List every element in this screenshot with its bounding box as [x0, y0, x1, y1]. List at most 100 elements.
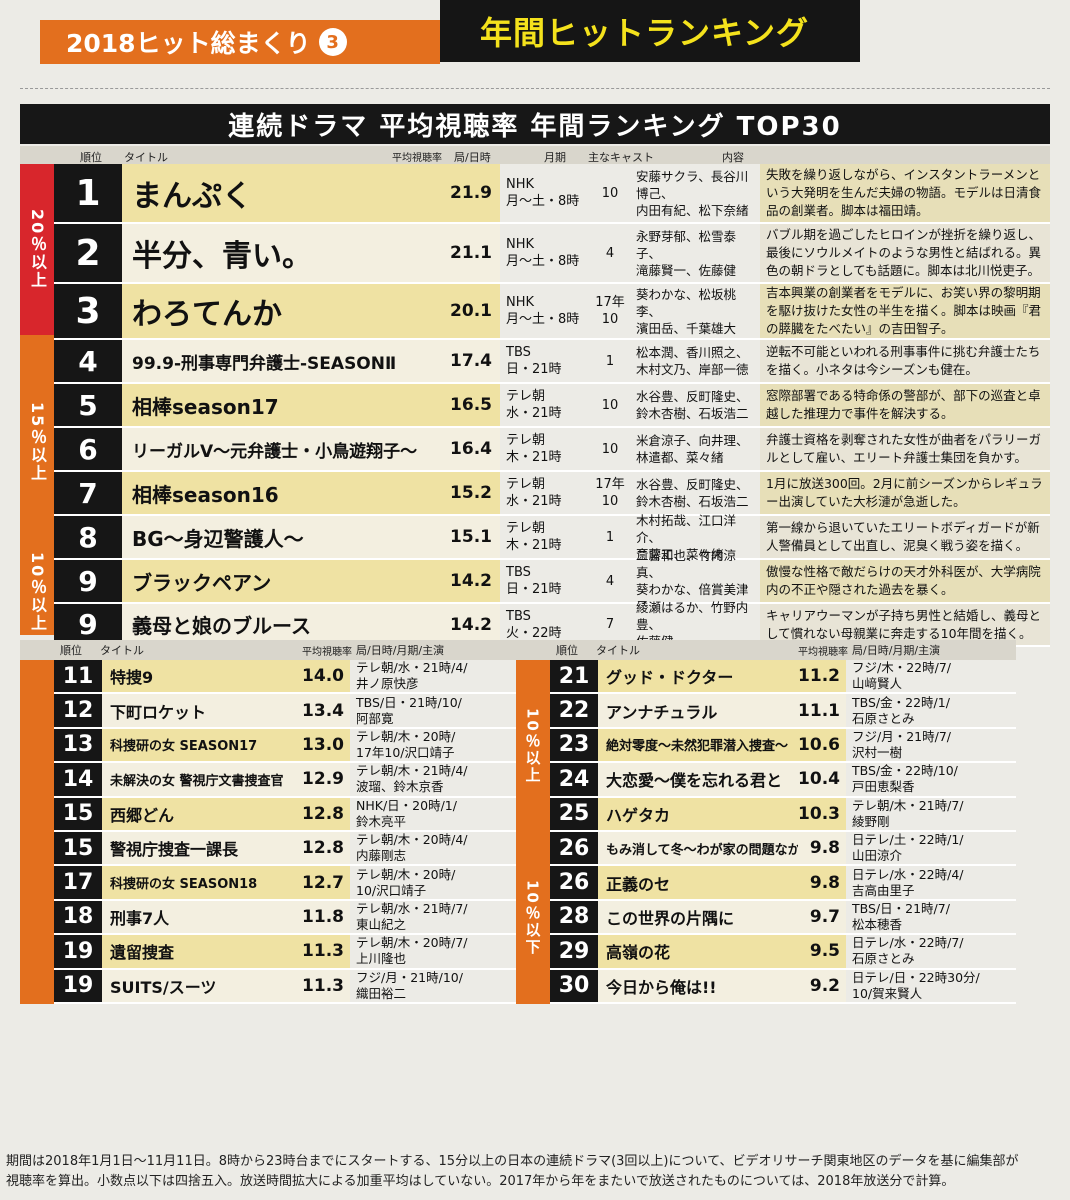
cast: 葵わかな、松坂桃李、 濱田岳、千葉雄大 — [630, 284, 760, 338]
cast-line-1: 水谷豊、反町隆史、 — [636, 477, 749, 492]
ranking-row: 8 BG〜身辺警護人〜 15.1 テレ朝 木・21時 1 木村拓哉、江口洋介、 斎藤工、菜々緒… — [54, 513, 1050, 562]
drama-title: 科捜研の女 SEASON18 — [102, 866, 302, 899]
group-label-right-upper: 10％以上 — [516, 660, 550, 832]
info-line-2: 戸田恵梨香 — [852, 779, 915, 795]
series-title: 2018ヒット総まくり — [66, 29, 311, 58]
station: NHK — [506, 237, 535, 252]
drama-title: 下町ロケット — [102, 694, 302, 727]
col-rank: 順位 — [80, 151, 102, 164]
ranking-row: 9義母と娘のブルース14.2TBS火・22時7綾瀬はるか、竹野内豊、佐藤健キャリ… — [54, 600, 1050, 649]
drama-title: ブラックペアン — [122, 560, 440, 602]
info-line-2: 10/沢口靖子 — [356, 882, 427, 898]
ranking-row: 26 正義のセ 9.8 日テレ/水・22時/4/吉高由里子 — [516, 866, 1016, 901]
cast: 木村拓哉、江口洋介、 斎藤工、菜々緒 — [630, 513, 760, 562]
ranking-row: 22 アンナチュラル 11.1 TBS/金・22時/1/石原さとみ — [516, 694, 1016, 729]
month-period: 1 — [590, 516, 630, 558]
station: TBS — [506, 608, 531, 624]
drama-title: 今日から俺は!! — [598, 969, 798, 1002]
month-period: 10 — [590, 428, 630, 470]
drama-title: 警視庁捜査一課長 — [102, 831, 302, 865]
left-col-rating: 平均視聴率 — [302, 646, 352, 658]
rating-value: 10.6 — [798, 728, 846, 762]
info-line-1: テレ朝/木・20時/ — [356, 866, 456, 882]
cast-line-1: 永野芽郁、松雪泰子、 — [636, 228, 737, 261]
month-period: 7 — [590, 604, 630, 645]
ranking-row: 15 西郷どん 12.8 NHK/日・20時/1/鈴木亮平 — [20, 797, 520, 832]
drama-title: 西郷どん — [102, 797, 302, 830]
ranking-row: 21 グッド・ドクター 11.2 フジ/木・22時/7/山﨑賢人 — [516, 660, 1016, 695]
month-period: 17年 10 — [590, 472, 630, 514]
month-period: 4 — [590, 560, 630, 602]
rank-number: 5 — [54, 384, 122, 426]
left-column-header: 順位 タイトル 平均視聴率 局/日時/月期/主演 — [20, 640, 520, 660]
station-info: テレ朝/木・20時/10/沢口靖子 — [350, 866, 520, 899]
left-col-title: タイトル — [100, 644, 144, 657]
station-info: テレ朝/水・21時/7/東山紀之 — [350, 900, 520, 934]
info-line-1: NHK/日・20時/1/ — [356, 797, 457, 813]
description: 失敗を繰り返しながら、インスタントラーメンという大発明を生んだ夫婦の物語。モデル… — [760, 164, 1050, 222]
station-time: NHK 月〜土・8時 — [500, 284, 590, 338]
month-period: 17年 10 — [590, 284, 630, 338]
drama-title: 遺留捜査 — [102, 935, 302, 968]
left-ranking-table: 順位 タイトル 平均視聴率 局/日時/月期/主演 11 特捜9 14.0 テレ朝/水・… — [20, 640, 520, 1004]
rating-value: 12.8 — [302, 831, 350, 865]
ranking-row: 30 今日から俺は!! 9.2 日テレ/日・22時30分/10/賀来賢人 — [516, 969, 1016, 1004]
rank-number: 29 — [550, 935, 598, 968]
station: TBS — [506, 345, 531, 360]
cast-line-2: 内田有紀、松下奈緒 — [636, 202, 749, 218]
rank-number: 6 — [54, 428, 122, 470]
rank-number: 28 — [550, 900, 598, 934]
rank-number: 13 — [54, 728, 102, 762]
col-cast: 主なキャスト — [588, 151, 654, 164]
station: テレ朝 — [506, 389, 546, 404]
info-line-2: 波瑠、鈴木京香 — [356, 779, 444, 795]
ranking-row: 5 相棒season17 16.5 テレ朝 水・21時 10 水谷豊、反町隆史、 鈴木杏樹、石… — [54, 384, 1050, 428]
rank-number: 14 — [54, 763, 102, 796]
info-line-2: 井ノ原快彦 — [356, 676, 419, 692]
station-info: テレ朝/木・20時/7/上川隆也 — [350, 935, 520, 968]
drama-title: 義母と娘のブルース — [122, 604, 440, 645]
station-info: NHK/日・20時/1/鈴木亮平 — [350, 797, 520, 830]
cast-line-2: 木村文乃、岸部一徳 — [636, 362, 749, 377]
month-period: 10 — [590, 384, 630, 426]
group-label-right-lower: 10％以下 — [516, 832, 550, 1004]
cast-line-1: 木村拓哉、江口洋介、 — [636, 512, 737, 545]
page-title: 連続ドラマ 平均視聴率 年間ランキング TOP30 — [20, 104, 1050, 144]
rank-number: 1 — [54, 164, 122, 222]
rating-value: 9.8 — [798, 831, 846, 865]
air-time: 月〜土・8時 — [506, 312, 580, 327]
month: 10 — [601, 312, 619, 327]
right-col-title: タイトル — [596, 644, 640, 657]
drama-title: 高嶺の花 — [598, 935, 798, 968]
air-time: 日・21時 — [506, 582, 562, 597]
right-ranking-table: 順位 タイトル 平均視聴率 局/日時/月期/主演 21 グッド・ドクター 11.2 フ… — [516, 640, 1016, 1004]
cast: 永野芽郁、松雪泰子、 滝藤賢一、佐藤健 — [630, 224, 760, 282]
description: 第一線から退いていたエリートボディガードが新人警備員として出直し、泥臭く戦う姿を… — [760, 516, 1050, 558]
description: バブル期を過ごしたヒロインが挫折を繰り返し、最後にソウルメイトのような男性と結ば… — [760, 224, 1050, 282]
cast-line-2: 鈴木杏樹、石坂浩二 — [636, 406, 749, 421]
station-time: NHK 月〜土・8時 — [500, 164, 590, 222]
rating-value: 17.4 — [440, 340, 500, 382]
cast: 松本潤、香川照之、 木村文乃、岸部一徳 — [630, 340, 760, 382]
air-time: 木・21時 — [506, 538, 562, 553]
cast-line-1: 二宮和也、竹内涼真、 — [636, 548, 737, 580]
rating-value: 11.2 — [798, 660, 846, 693]
air-time: 火・22時 — [506, 625, 562, 641]
info-line-1: TBS/日・21時/10/ — [356, 694, 462, 710]
month: 10 — [601, 441, 619, 457]
month: 10 — [601, 494, 619, 509]
rating-value: 10.3 — [798, 797, 846, 830]
footnote-line-1: 期間は2018年1月1日〜11月11日。8時から23時台までにスタートする、15… — [6, 1154, 1019, 1169]
station-info: TBS/日・21時/7/松本穂香 — [846, 900, 1016, 934]
rating-value: 11.1 — [798, 694, 846, 727]
info-line-2: 織田裕二 — [356, 985, 407, 1001]
rating-value: 21.9 — [440, 164, 500, 222]
ranking-row: 13 科捜研の女 SEASON17 13.0 テレ朝/木・20時/17年10/沢口靖子 — [20, 728, 520, 764]
air-time: 水・21時 — [506, 494, 562, 509]
drama-title: 半分、青い。 — [122, 224, 440, 282]
info-line-1: フジ/月・21時/7/ — [852, 728, 951, 744]
ranking-row: 4 99.9-刑事専門弁護士-SEASONⅡ 17.4 TBS 日・21時 1 松本潤、香川… — [54, 340, 1050, 384]
info-line-2: 東山紀之 — [356, 916, 407, 932]
group-label-20: 20％以上 — [20, 164, 54, 335]
station: テレ朝 — [506, 433, 546, 448]
